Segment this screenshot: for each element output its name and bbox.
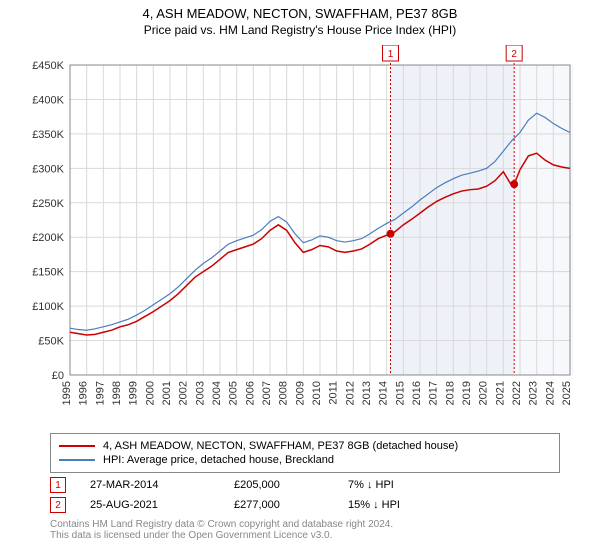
svg-text:2006: 2006 bbox=[244, 381, 256, 405]
svg-text:£350K: £350K bbox=[32, 129, 64, 141]
legend-label: HPI: Average price, detached house, Brec… bbox=[103, 454, 334, 466]
svg-text:2017: 2017 bbox=[428, 381, 440, 405]
svg-text:£400K: £400K bbox=[32, 94, 64, 106]
svg-text:£450K: £450K bbox=[32, 60, 64, 72]
sales-table: 1 27-MAR-2014 £205,000 7% ↓ HPI 2 25-AUG-2021… bbox=[50, 477, 560, 513]
svg-text:2010: 2010 bbox=[311, 381, 323, 405]
svg-text:2003: 2003 bbox=[194, 381, 206, 405]
svg-text:2001: 2001 bbox=[161, 381, 173, 405]
chart-title: 4, ASH MEADOW, NECTON, SWAFFHAM, PE37 8G… bbox=[10, 6, 590, 21]
svg-text:£100K: £100K bbox=[32, 301, 64, 313]
sale-badge: 2 bbox=[50, 497, 66, 513]
sale-price: £277,000 bbox=[234, 499, 324, 511]
chart-container: 4, ASH MEADOW, NECTON, SWAFFHAM, PE37 8G… bbox=[0, 0, 600, 560]
svg-text:2023: 2023 bbox=[528, 381, 540, 405]
svg-text:£0: £0 bbox=[52, 370, 64, 382]
svg-text:1997: 1997 bbox=[94, 381, 106, 405]
footer-line-2: This data is licensed under the Open Gov… bbox=[50, 530, 560, 541]
svg-text:2024: 2024 bbox=[544, 381, 556, 405]
footer-text: Contains HM Land Registry data © Crown c… bbox=[50, 519, 560, 541]
svg-text:2009: 2009 bbox=[294, 381, 306, 405]
svg-text:2021: 2021 bbox=[494, 381, 506, 405]
svg-text:2005: 2005 bbox=[228, 381, 240, 405]
svg-text:2013: 2013 bbox=[361, 381, 373, 405]
sale-pct: 7% ↓ HPI bbox=[348, 479, 394, 491]
sale-date: 27-MAR-2014 bbox=[90, 479, 210, 491]
svg-text:1999: 1999 bbox=[128, 381, 140, 405]
svg-text:2007: 2007 bbox=[261, 381, 273, 405]
svg-text:£200K: £200K bbox=[32, 232, 64, 244]
sale-row: 1 27-MAR-2014 £205,000 7% ↓ HPI bbox=[50, 477, 560, 493]
sale-price: £205,000 bbox=[234, 479, 324, 491]
svg-text:£150K: £150K bbox=[32, 267, 64, 279]
svg-text:1995: 1995 bbox=[61, 381, 73, 405]
svg-text:£300K: £300K bbox=[32, 163, 64, 175]
sale-row: 2 25-AUG-2021 £277,000 15% ↓ HPI bbox=[50, 497, 560, 513]
svg-text:1998: 1998 bbox=[111, 381, 123, 405]
legend-swatch bbox=[59, 445, 95, 447]
svg-text:£250K: £250K bbox=[32, 198, 64, 210]
legend-swatch bbox=[59, 459, 95, 461]
svg-text:2008: 2008 bbox=[278, 381, 290, 405]
svg-text:2022: 2022 bbox=[511, 381, 523, 405]
svg-text:2: 2 bbox=[511, 49, 517, 60]
svg-text:2025: 2025 bbox=[561, 381, 573, 405]
legend-item: HPI: Average price, detached house, Brec… bbox=[59, 454, 551, 466]
legend-item: 4, ASH MEADOW, NECTON, SWAFFHAM, PE37 8G… bbox=[59, 440, 551, 452]
svg-text:2015: 2015 bbox=[394, 381, 406, 405]
svg-text:2016: 2016 bbox=[411, 381, 423, 405]
svg-text:2011: 2011 bbox=[328, 381, 340, 405]
svg-text:2014: 2014 bbox=[378, 381, 390, 405]
legend-label: 4, ASH MEADOW, NECTON, SWAFFHAM, PE37 8G… bbox=[103, 440, 458, 452]
sale-date: 25-AUG-2021 bbox=[90, 499, 210, 511]
sale-pct: 15% ↓ HPI bbox=[348, 499, 400, 511]
svg-text:2020: 2020 bbox=[478, 381, 490, 405]
line-chart-svg: £0 £50K £100K £150K £200K £250K £300K £350K £400… bbox=[20, 45, 580, 425]
svg-text:2000: 2000 bbox=[144, 381, 156, 405]
svg-text:2012: 2012 bbox=[344, 381, 356, 405]
svg-text:2002: 2002 bbox=[178, 381, 190, 405]
svg-text:1996: 1996 bbox=[78, 381, 90, 405]
legend-box: 4, ASH MEADOW, NECTON, SWAFFHAM, PE37 8G… bbox=[50, 433, 560, 473]
svg-text:2018: 2018 bbox=[444, 381, 456, 405]
svg-text:£50K: £50K bbox=[38, 336, 64, 348]
chart-area: £0 £50K £100K £150K £200K £250K £300K £350K £400… bbox=[20, 45, 580, 425]
svg-text:1: 1 bbox=[388, 49, 394, 60]
svg-text:2004: 2004 bbox=[211, 381, 223, 405]
sale-badge: 1 bbox=[50, 477, 66, 493]
footer-line-1: Contains HM Land Registry data © Crown c… bbox=[50, 519, 560, 530]
svg-text:2019: 2019 bbox=[461, 381, 473, 405]
chart-subtitle: Price paid vs. HM Land Registry's House … bbox=[10, 23, 590, 37]
